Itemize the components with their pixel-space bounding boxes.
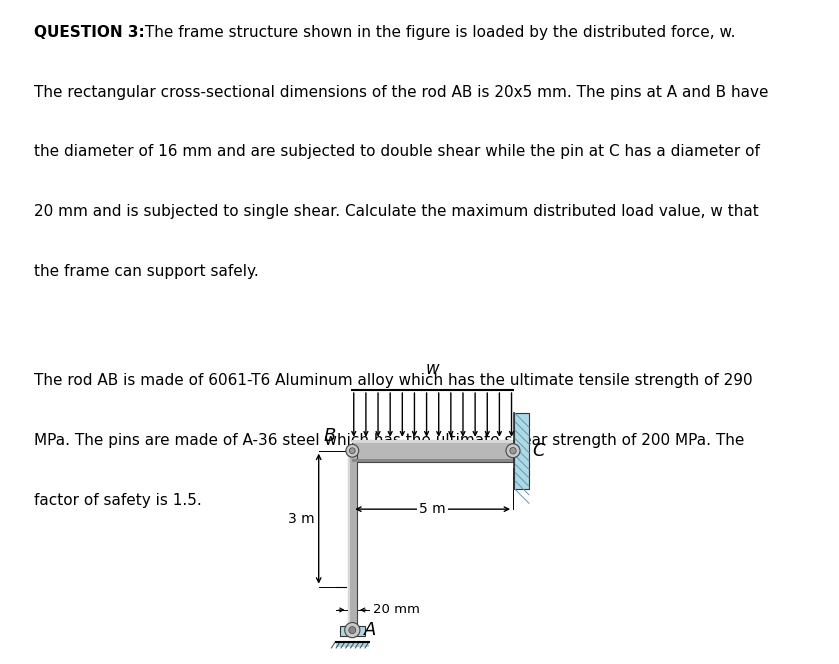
Circle shape <box>349 448 355 454</box>
Text: C: C <box>532 442 545 459</box>
Circle shape <box>345 623 360 637</box>
Text: factor of safety is 1.5.: factor of safety is 1.5. <box>34 493 201 508</box>
Circle shape <box>346 444 359 457</box>
Circle shape <box>349 627 356 633</box>
Text: The rectangular cross-sectional dimensions of the rod AB is 20x5 mm. The pins at: The rectangular cross-sectional dimensio… <box>34 84 768 100</box>
Text: the frame can support safely.: the frame can support safely. <box>34 264 258 279</box>
Text: w: w <box>426 361 440 378</box>
Text: The frame structure shown in the figure is loaded by the distributed force, w.: The frame structure shown in the figure … <box>140 25 736 40</box>
Polygon shape <box>514 413 529 489</box>
Circle shape <box>506 444 520 457</box>
Text: 20 mm: 20 mm <box>373 604 420 616</box>
Text: QUESTION 3:: QUESTION 3: <box>34 25 144 40</box>
Text: A: A <box>364 621 377 639</box>
Polygon shape <box>336 641 369 647</box>
Polygon shape <box>352 459 513 461</box>
Text: 20 mm and is subjected to single shear. Calculate the maximum distributed load v: 20 mm and is subjected to single shear. … <box>34 204 758 219</box>
Polygon shape <box>352 440 513 444</box>
Text: the diameter of 16 mm and are subjected to double shear while the pin at C has a: the diameter of 16 mm and are subjected … <box>34 144 759 159</box>
Polygon shape <box>340 626 365 636</box>
Polygon shape <box>347 451 350 626</box>
Polygon shape <box>347 451 357 626</box>
Text: 5 m: 5 m <box>420 502 446 516</box>
Text: The rod AB is made of 6061-T6 Aluminum alloy which has the ultimate tensile stre: The rod AB is made of 6061-T6 Aluminum a… <box>34 373 753 388</box>
Text: MPa. The pins are made of A-36 steel which has the ultimate shear strength of 20: MPa. The pins are made of A-36 steel whi… <box>34 433 744 448</box>
Circle shape <box>510 448 516 454</box>
Text: 3 m: 3 m <box>288 512 315 526</box>
Polygon shape <box>352 440 513 461</box>
Text: B: B <box>324 427 336 445</box>
